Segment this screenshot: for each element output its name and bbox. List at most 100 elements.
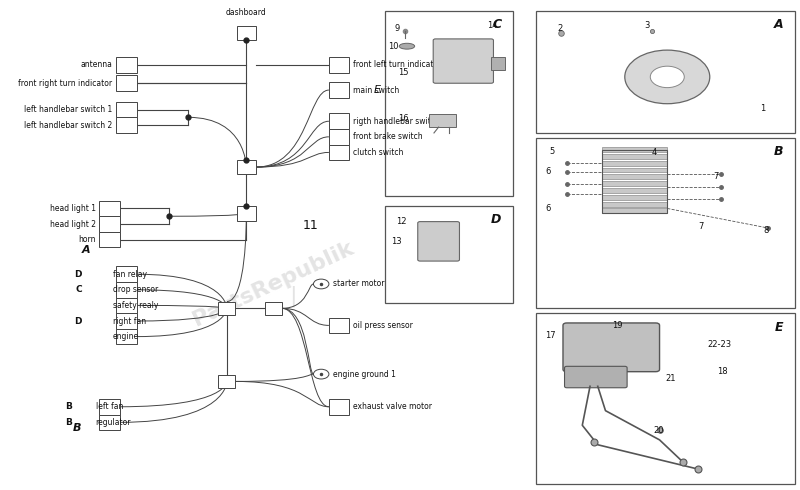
Text: right fan: right fan <box>113 317 146 325</box>
Bar <box>602 188 667 193</box>
Bar <box>329 129 349 145</box>
Bar <box>265 301 282 315</box>
Text: 1: 1 <box>760 104 766 113</box>
Bar <box>99 415 119 430</box>
Text: dashboard: dashboard <box>226 8 266 17</box>
Text: drop sensor: drop sensor <box>113 285 158 294</box>
Text: head light 2: head light 2 <box>50 220 96 228</box>
Bar <box>99 399 119 415</box>
Text: C: C <box>75 285 82 294</box>
FancyBboxPatch shape <box>565 367 627 388</box>
Bar <box>491 57 505 70</box>
Bar <box>237 160 255 174</box>
Text: left handlebar switch 1: left handlebar switch 1 <box>24 105 113 114</box>
Text: head light 1: head light 1 <box>50 204 96 213</box>
Text: 18: 18 <box>718 367 728 376</box>
Text: PartsRepublik: PartsRepublik <box>190 238 357 330</box>
Bar <box>329 318 349 333</box>
Bar <box>602 168 667 172</box>
Text: 9: 9 <box>394 24 400 33</box>
Circle shape <box>650 66 684 88</box>
Bar <box>536 313 794 484</box>
Text: 22-23: 22-23 <box>707 341 731 349</box>
Text: A: A <box>82 245 90 255</box>
Bar <box>329 57 349 73</box>
Bar <box>329 145 349 160</box>
Bar <box>99 232 119 247</box>
Bar <box>602 208 667 213</box>
Bar <box>602 154 667 159</box>
Text: 11: 11 <box>302 219 318 232</box>
Text: antenna: antenna <box>81 60 113 69</box>
Text: B: B <box>66 418 73 427</box>
Text: front brake switch: front brake switch <box>353 132 422 141</box>
Text: C: C <box>492 19 501 31</box>
FancyBboxPatch shape <box>563 323 659 372</box>
Bar <box>117 117 137 133</box>
Bar <box>602 161 667 166</box>
Text: engine: engine <box>113 332 138 341</box>
Bar <box>602 147 667 152</box>
Bar <box>536 138 794 308</box>
Text: left handlebar switch 2: left handlebar switch 2 <box>24 121 113 130</box>
Text: 7: 7 <box>698 222 703 231</box>
Text: front right turn indicator: front right turn indicator <box>18 79 113 88</box>
Text: 5: 5 <box>550 147 555 156</box>
Text: B: B <box>774 145 783 158</box>
Bar <box>237 26 255 40</box>
Text: A: A <box>774 19 783 31</box>
Bar <box>386 206 513 303</box>
Bar <box>117 297 137 313</box>
Bar <box>602 202 667 206</box>
Text: fan relay: fan relay <box>113 270 146 279</box>
Text: D: D <box>74 270 82 279</box>
Bar <box>386 11 513 196</box>
Text: 2: 2 <box>558 24 563 33</box>
Text: clutch switch: clutch switch <box>353 148 403 157</box>
Text: 7: 7 <box>714 172 719 181</box>
Bar <box>329 399 349 415</box>
Text: safety realy: safety realy <box>113 301 158 310</box>
Text: E: E <box>774 320 783 334</box>
Bar <box>602 195 667 200</box>
Text: E: E <box>374 85 381 95</box>
Text: 10: 10 <box>388 42 399 50</box>
Bar <box>430 115 456 127</box>
Text: 20: 20 <box>654 426 664 435</box>
Bar <box>117 329 137 344</box>
Bar <box>329 82 349 98</box>
Bar <box>329 114 349 129</box>
Text: main switch: main switch <box>353 86 399 95</box>
Bar <box>99 216 119 232</box>
Text: engine ground 1: engine ground 1 <box>333 369 396 379</box>
Text: 12: 12 <box>396 217 406 226</box>
Text: 19: 19 <box>612 321 622 330</box>
Text: 3: 3 <box>644 21 650 30</box>
Bar <box>237 206 255 220</box>
Text: 16: 16 <box>398 114 408 123</box>
Text: D: D <box>491 213 501 226</box>
Bar <box>218 301 235 315</box>
Text: front left turn indicator: front left turn indicator <box>353 60 442 69</box>
Bar <box>117 267 137 282</box>
Text: oil press sensor: oil press sensor <box>353 321 413 330</box>
FancyBboxPatch shape <box>434 39 494 83</box>
Text: 17: 17 <box>546 331 556 340</box>
Bar <box>117 75 137 91</box>
Bar <box>117 102 137 117</box>
Bar <box>602 174 667 179</box>
Text: 15: 15 <box>398 68 409 76</box>
Text: B: B <box>73 423 81 433</box>
Bar <box>536 11 794 133</box>
Text: 6: 6 <box>546 204 550 213</box>
Text: horn: horn <box>78 235 96 244</box>
Bar <box>99 201 119 216</box>
Text: 13: 13 <box>390 237 402 245</box>
Text: 21: 21 <box>666 374 676 384</box>
FancyBboxPatch shape <box>418 221 459 261</box>
Bar <box>218 374 235 388</box>
Bar <box>117 282 137 297</box>
Bar <box>602 150 667 213</box>
Circle shape <box>625 50 710 104</box>
Text: 14: 14 <box>487 21 498 30</box>
